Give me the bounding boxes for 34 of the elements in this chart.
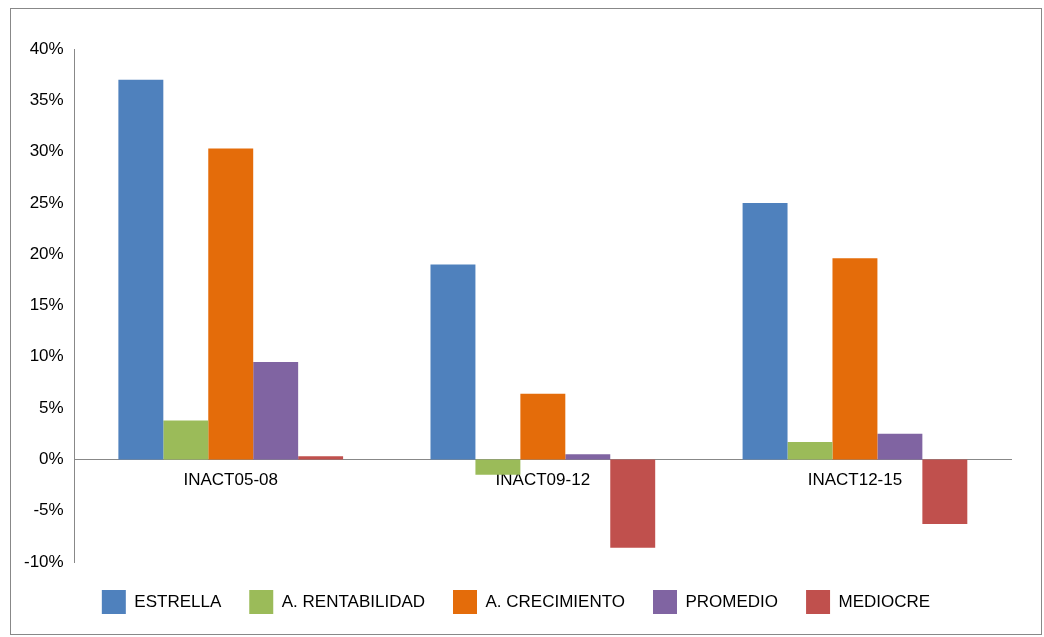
- bar: [922, 459, 968, 525]
- y-tick-label: 30%: [29, 141, 64, 161]
- bar: [163, 420, 209, 460]
- bar: [298, 456, 344, 460]
- bar: [208, 148, 254, 460]
- bar: [475, 459, 521, 475]
- bar: [787, 441, 833, 460]
- bar: [877, 433, 923, 460]
- y-tick-label: -5%: [33, 500, 64, 520]
- y-tick-label: 20%: [29, 243, 64, 263]
- bar: [742, 202, 788, 460]
- legend-label: ESTRELLA: [134, 591, 222, 611]
- y-tick-label: -10%: [24, 551, 64, 571]
- y-tick-label: 5%: [39, 397, 64, 417]
- y-tick-label: 40%: [29, 38, 64, 58]
- y-tick-label: 25%: [29, 192, 64, 212]
- bar: [832, 258, 878, 460]
- y-tick-label: 0%: [39, 449, 64, 469]
- bar: [610, 459, 656, 548]
- legend-label: A. CRECIMIENTO: [485, 591, 626, 611]
- bar: [118, 79, 164, 460]
- legend-label: PROMEDIO: [685, 591, 779, 611]
- bar: [565, 454, 611, 460]
- x-tick-label: INACT05-08: [183, 470, 278, 490]
- y-tick-label: 15%: [29, 295, 64, 315]
- y-tick-label: 10%: [29, 346, 64, 366]
- bar: [430, 264, 476, 460]
- legend-label: MEDIOCRE: [838, 591, 931, 611]
- y-tick-label: 35%: [29, 89, 64, 109]
- x-tick-label: INACT09-12: [495, 470, 591, 490]
- bar: [253, 361, 299, 460]
- x-tick-label: INACT12-15: [807, 470, 903, 490]
- bar: [520, 393, 566, 460]
- legend-label: A. RENTABILIDAD: [281, 591, 426, 611]
